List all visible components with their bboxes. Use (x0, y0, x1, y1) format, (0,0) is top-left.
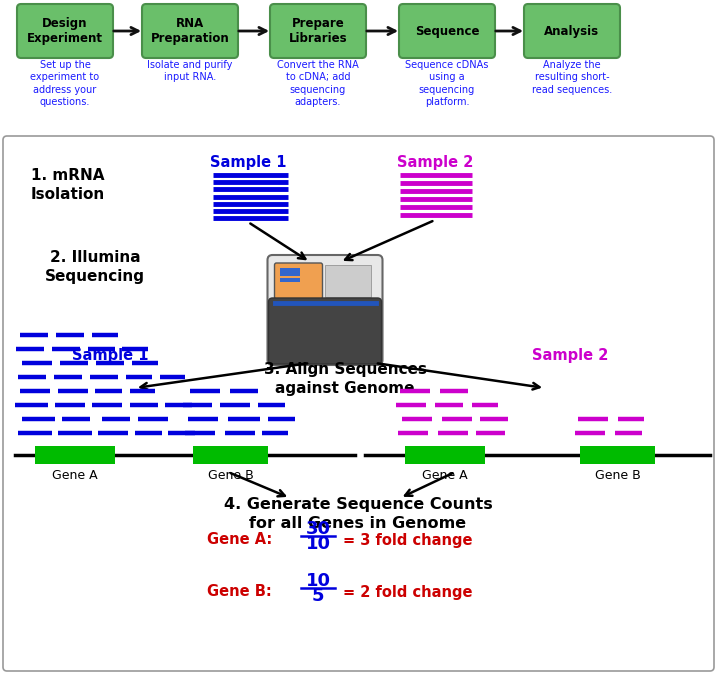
Text: 4. Generate Sequence Counts
for all Genes in Genome: 4. Generate Sequence Counts for all Gene… (224, 497, 493, 530)
Text: 3. Align Sequences
against Genome: 3. Align Sequences against Genome (264, 362, 427, 396)
Text: 2. Illumina
Sequencing: 2. Illumina Sequencing (45, 250, 145, 284)
Text: Convert the RNA
to cDNA; add
sequencing
adapters.: Convert the RNA to cDNA; add sequencing … (277, 60, 359, 107)
Text: Gene A: Gene A (422, 469, 467, 482)
Text: Sample 1: Sample 1 (72, 348, 148, 363)
FancyBboxPatch shape (268, 298, 381, 364)
Text: 5: 5 (312, 587, 324, 605)
Text: Gene A: Gene A (52, 469, 98, 482)
Text: Set up the
experiment to
address your
questions.: Set up the experiment to address your qu… (30, 60, 100, 107)
Text: Gene A:: Gene A: (207, 532, 272, 547)
Bar (280, 278, 300, 282)
Text: 30: 30 (305, 520, 331, 538)
Text: Gene B:: Gene B: (207, 584, 272, 599)
FancyBboxPatch shape (275, 263, 323, 299)
Text: Analyze the
resulting short-
read sequences.: Analyze the resulting short- read sequen… (532, 60, 612, 95)
Bar (580, 446, 655, 464)
Text: Sample 1: Sample 1 (210, 155, 286, 170)
Text: Analysis: Analysis (544, 24, 599, 38)
Text: = 2 fold change: = 2 fold change (343, 584, 473, 599)
Text: 10: 10 (305, 572, 331, 590)
Text: 1. mRNA
Isolation: 1. mRNA Isolation (31, 168, 105, 202)
FancyBboxPatch shape (399, 4, 495, 58)
Bar (325, 265, 371, 297)
Bar (35, 446, 115, 464)
Text: Sequence: Sequence (414, 24, 479, 38)
Bar (280, 268, 300, 276)
FancyBboxPatch shape (17, 4, 113, 58)
Text: RNA
Preparation: RNA Preparation (151, 17, 229, 45)
FancyBboxPatch shape (142, 4, 238, 58)
FancyBboxPatch shape (267, 255, 382, 365)
Text: Sample 2: Sample 2 (532, 348, 608, 363)
Text: 10: 10 (305, 535, 331, 553)
Text: Isolate and purify
input RNA.: Isolate and purify input RNA. (147, 60, 233, 82)
FancyBboxPatch shape (524, 4, 620, 58)
Text: Sample 2: Sample 2 (397, 155, 473, 170)
Text: Design
Experiment: Design Experiment (27, 17, 103, 45)
Text: = 3 fold change: = 3 fold change (343, 532, 473, 547)
Text: Prepare
Libraries: Prepare Libraries (289, 17, 347, 45)
Text: Gene B: Gene B (594, 469, 640, 482)
Text: Gene B: Gene B (208, 469, 253, 482)
FancyBboxPatch shape (270, 4, 366, 58)
Bar (193, 446, 268, 464)
Text: Sequence cDNAs
using a
sequencing
platform.: Sequence cDNAs using a sequencing platfo… (405, 60, 489, 107)
FancyBboxPatch shape (3, 136, 714, 671)
Bar (405, 446, 485, 464)
